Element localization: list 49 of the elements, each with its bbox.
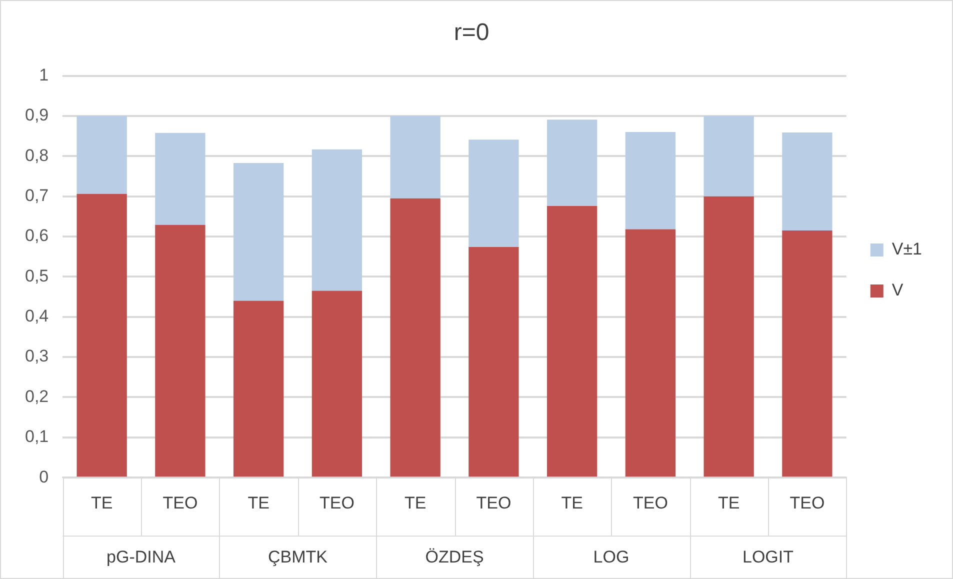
- y-tick-label: 0,5: [24, 266, 49, 286]
- bar: [468, 140, 519, 247]
- bar: [155, 132, 206, 225]
- y-tick-label: 0,4: [24, 306, 49, 326]
- y-tick-label: 0: [39, 467, 49, 486]
- x-tick-label: TEO: [632, 493, 668, 512]
- bar: [704, 196, 754, 477]
- bar: [546, 206, 598, 477]
- bar: [233, 162, 284, 301]
- text: ÖZDEŞ: [425, 547, 484, 566]
- x-tick-label: TE: [404, 493, 426, 512]
- bar: [546, 120, 598, 206]
- text: ÇBMTK: [268, 547, 328, 566]
- x-tick-label: TEO: [476, 493, 512, 512]
- bar: [390, 198, 440, 477]
- x-tick-label: TEO: [162, 493, 198, 512]
- bar: [312, 290, 362, 477]
- bar: [782, 230, 832, 477]
- legend-label: V±1: [892, 240, 922, 259]
- y-tick-label: 0,9: [24, 106, 49, 125]
- bar: [625, 229, 676, 477]
- text: LOG: [593, 547, 630, 566]
- y-tick-label: 0,1: [24, 427, 49, 446]
- bar: [233, 300, 284, 477]
- chart-title: r=0: [454, 19, 490, 46]
- x-tick-label: TE: [248, 493, 270, 512]
- bar: [704, 116, 754, 196]
- y-tick-label: 0,3: [24, 346, 49, 366]
- x-tick-label: TE: [718, 493, 740, 512]
- x-tick-label: TEO: [790, 493, 825, 512]
- y-tick-label: 1: [39, 65, 49, 84]
- x-tick-label: TE: [561, 493, 583, 512]
- y-tick-label: 0,2: [24, 386, 49, 406]
- text: pG-DINA: [106, 547, 176, 566]
- x-tick-label: TEO: [319, 493, 354, 512]
- bar: [155, 224, 206, 477]
- bar: [312, 149, 362, 291]
- y-tick-label: 0,7: [24, 186, 49, 206]
- bar: [76, 116, 127, 194]
- text: LOGIT: [742, 547, 794, 566]
- y-tick-label: 0,8: [24, 146, 49, 165]
- bar: [76, 194, 127, 477]
- legend-label: V: [892, 280, 904, 300]
- bar: [390, 116, 440, 198]
- bar: [782, 132, 832, 230]
- x-tick-label: TE: [90, 493, 113, 512]
- bar: [468, 246, 519, 477]
- y-tick-label: 0,6: [24, 226, 49, 246]
- bar: [625, 132, 676, 230]
